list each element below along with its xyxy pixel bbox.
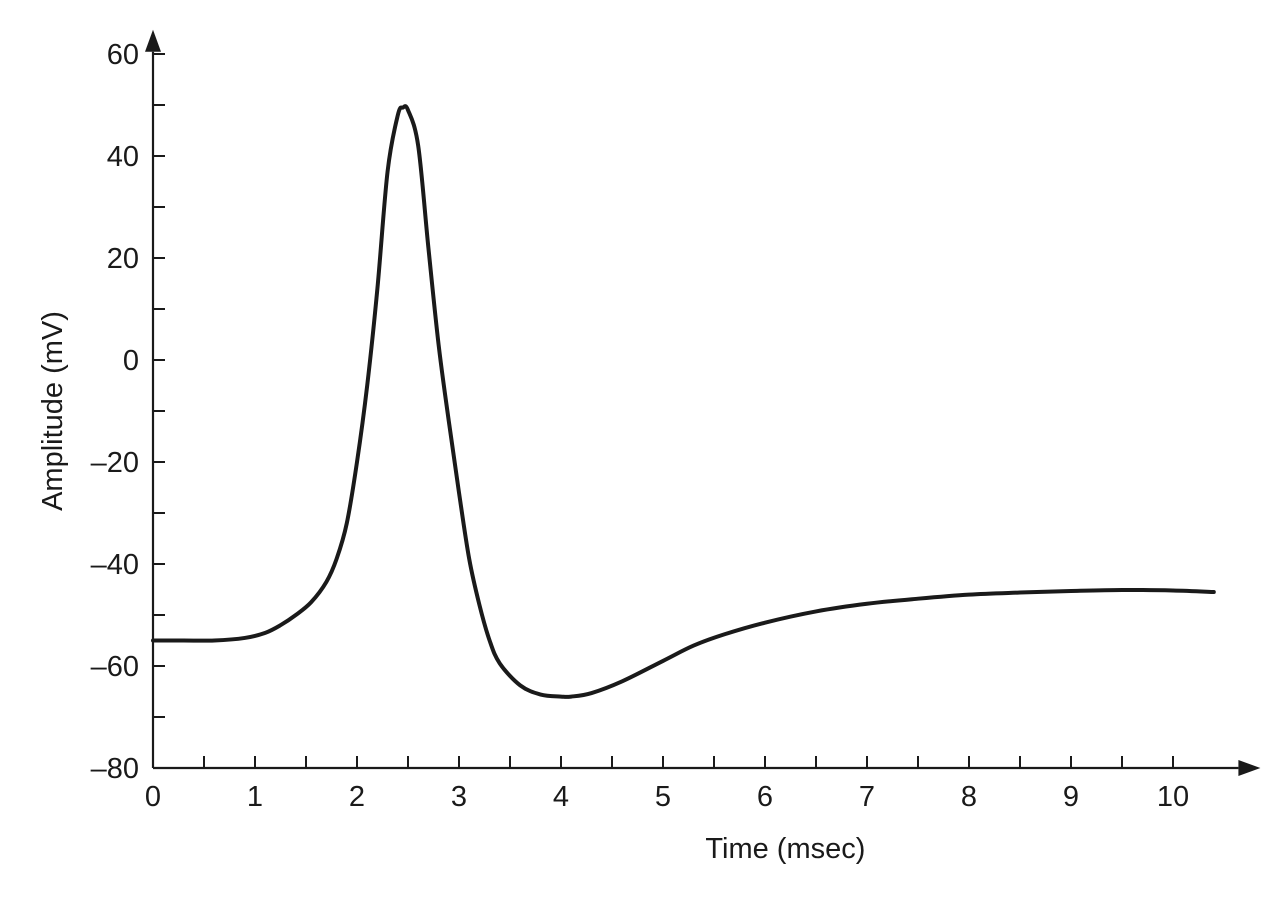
y-tick-label: 0 — [123, 345, 139, 377]
axes — [145, 29, 1261, 776]
y-axis-title: Amplitude (mV) — [37, 311, 69, 511]
x-tick-label: 2 — [349, 781, 365, 813]
y-tick-label: 60 — [107, 39, 139, 71]
y-tick-label: –60 — [91, 651, 139, 683]
x-ticks: 0 1 2 3 4 5 6 7 8 9 10 — [145, 756, 1189, 813]
x-tick-label: 6 — [757, 781, 773, 813]
y-tick-label: 40 — [107, 141, 139, 173]
action-potential-line — [151, 104, 1216, 699]
x-tick-label: 8 — [961, 781, 977, 813]
x-tick-label: 10 — [1157, 781, 1189, 813]
y-tick-label: –80 — [91, 753, 139, 785]
y-axis-arrow — [145, 29, 161, 52]
y-tick-label: 20 — [107, 243, 139, 275]
x-tick-label: 0 — [145, 781, 161, 813]
x-tick-label: 7 — [859, 781, 875, 813]
y-tick-label: –40 — [91, 549, 139, 581]
x-axis-title: Time (msec) — [705, 833, 865, 865]
x-axis-arrow — [1238, 760, 1261, 776]
y-ticks: –80 –60 –40 –20 0 20 40 60 — [91, 39, 165, 785]
x-tick-label: 3 — [451, 781, 467, 813]
x-tick-label: 1 — [247, 781, 263, 813]
x-tick-label: 5 — [655, 781, 671, 813]
y-tick-label: –20 — [91, 447, 139, 479]
x-tick-label: 4 — [553, 781, 569, 813]
x-tick-label: 9 — [1063, 781, 1079, 813]
series — [151, 104, 1216, 699]
